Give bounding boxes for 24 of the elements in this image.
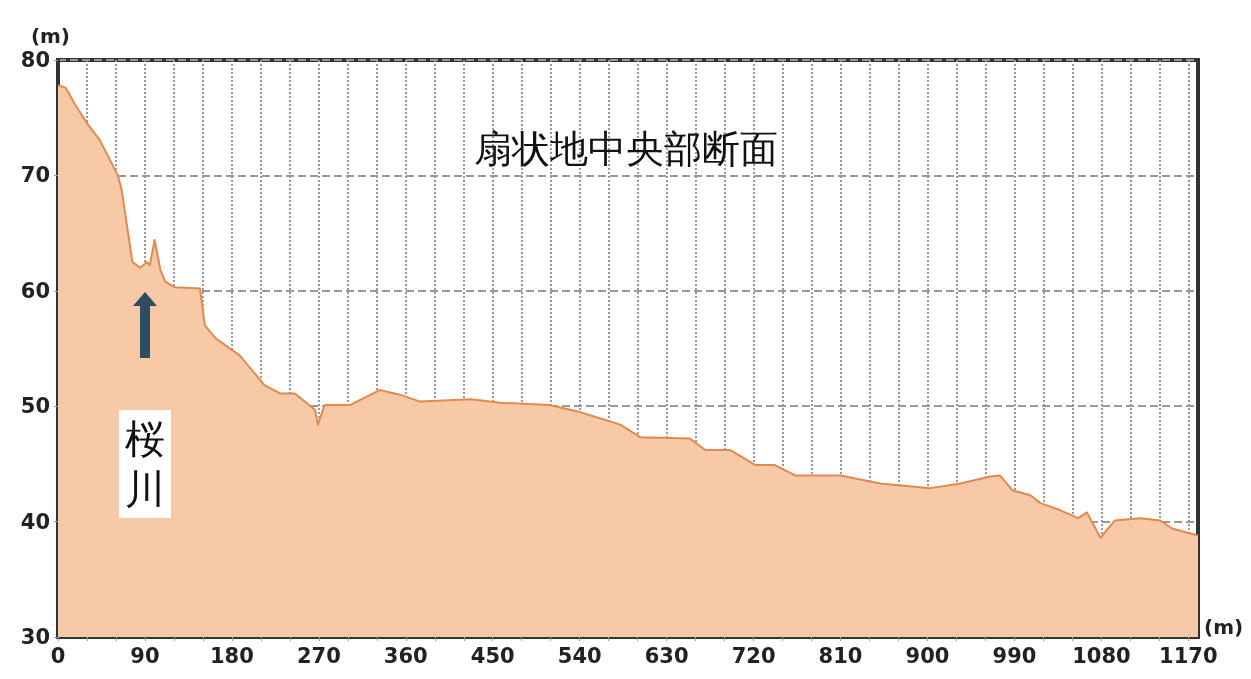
x-tick-label: 0 (50, 643, 66, 668)
y-tick-label: 40 (20, 509, 50, 534)
x-tick-label: 990 (992, 643, 1037, 668)
x-tick-label: 540 (557, 643, 602, 668)
x-tick-label: 90 (130, 643, 160, 668)
annotation: 桜川 (119, 410, 171, 518)
x-tick-label: 270 (296, 643, 341, 668)
x-tick-label: 1170 (1159, 643, 1218, 668)
y-tick-label: 70 (20, 163, 50, 188)
y-tick-label: 50 (20, 394, 50, 419)
x-axis-title: (m) (1204, 615, 1244, 639)
x-tick-label: 900 (905, 643, 950, 668)
y-tick-label: 80 (20, 48, 50, 72)
x-tick-label: 360 (383, 643, 428, 668)
text: 扇状地中央部断面 (473, 127, 778, 171)
x-tick-label: 1080 (1072, 643, 1131, 668)
y-axis-title: (m) (30, 24, 70, 48)
y-tick-label: 60 (20, 278, 50, 303)
x-tick-label: 630 (644, 643, 689, 668)
x-tick-label: 450 (470, 643, 515, 668)
x-tick-label: 810 (818, 643, 863, 668)
x-tick-label: 720 (731, 643, 776, 668)
y-tick-label: 30 (20, 625, 50, 649)
x-tick-label: 180 (209, 643, 254, 668)
